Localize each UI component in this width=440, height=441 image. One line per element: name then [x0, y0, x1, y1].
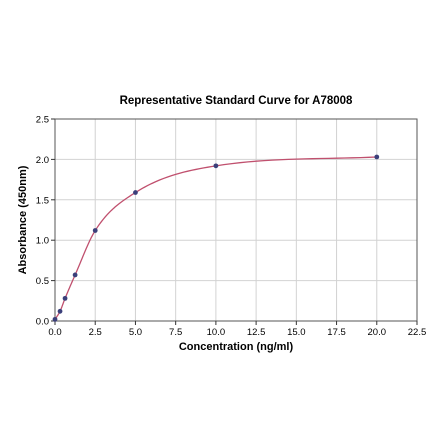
- y-tick-label: 0.0: [36, 317, 49, 328]
- axis-ticks: [51, 118, 418, 325]
- y-tick-label: 2.5: [36, 115, 49, 126]
- x-axis-tick-labels: 0.0 2.5 5.0 7.5 10.0 12.5 15.0 17.5 20.0 22.5: [48, 327, 426, 338]
- chart-title: Representative Standard Curve for A78008: [120, 95, 353, 107]
- x-tick-label: 2.5: [89, 327, 102, 338]
- y-tick-label: 2.0: [36, 155, 49, 166]
- x-tick-label: 20.0: [368, 327, 387, 338]
- data-point: [57, 308, 63, 314]
- x-tick-label: 5.0: [129, 327, 142, 338]
- x-tick-label: 0.0: [48, 327, 61, 338]
- data-point: [72, 272, 78, 278]
- data-points: [52, 154, 380, 322]
- x-tick-label: 12.5: [247, 327, 266, 338]
- data-point: [374, 154, 380, 160]
- x-axis-label: Concentration (ng/ml): [179, 341, 294, 353]
- x-tick-label: 22.5: [408, 327, 427, 338]
- x-tick-label: 10.0: [207, 327, 226, 338]
- y-tick-label: 0.5: [36, 276, 49, 287]
- grid-lines: [54, 118, 418, 322]
- data-point: [62, 295, 68, 301]
- plot-area-frame: [54, 118, 418, 322]
- x-tick-label: 7.5: [169, 327, 182, 338]
- x-tick-label: 17.5: [327, 327, 346, 338]
- y-tick-label: 1.5: [36, 195, 49, 206]
- data-point: [133, 190, 138, 195]
- y-axis-tick-labels: 0.0 0.5 1.0 1.5 2.0 2.5: [36, 115, 49, 328]
- y-axis-label: Absorbance (450nm): [17, 165, 29, 274]
- data-point: [213, 163, 219, 169]
- y-tick-label: 1.0: [36, 236, 49, 247]
- data-point: [52, 316, 58, 322]
- x-tick-label: 15.0: [287, 327, 306, 338]
- data-point: [92, 228, 98, 233]
